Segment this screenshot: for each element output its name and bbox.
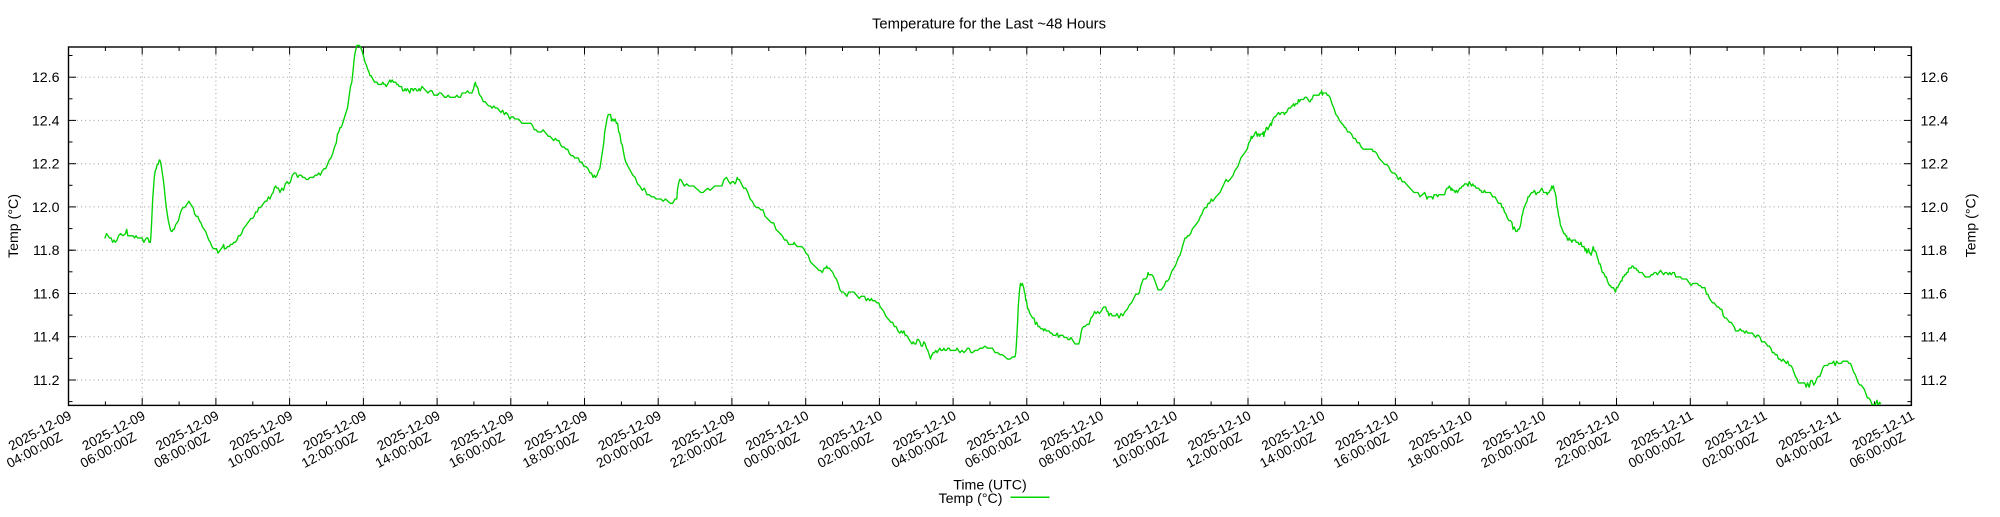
svg-text:12.2: 12.2 (1921, 157, 1949, 173)
svg-text:12.4: 12.4 (1921, 113, 1949, 129)
svg-text:11.2: 11.2 (1921, 373, 1948, 389)
svg-text:11.6: 11.6 (1921, 287, 1948, 303)
svg-text:11.8: 11.8 (1921, 243, 1948, 259)
svg-text:12.6: 12.6 (32, 70, 60, 86)
svg-text:12.0: 12.0 (1921, 200, 1949, 216)
svg-text:Temp (°C): Temp (°C) (938, 491, 1002, 507)
svg-text:12.6: 12.6 (1921, 70, 1949, 86)
svg-text:12.4: 12.4 (32, 113, 60, 129)
svg-text:12.0: 12.0 (32, 200, 60, 216)
svg-text:11.6: 11.6 (33, 287, 60, 303)
svg-text:Temperature for the Last ~48 H: Temperature for the Last ~48 Hours (872, 17, 1106, 33)
svg-text:Time (UTC): Time (UTC) (953, 478, 1027, 494)
svg-text:11.4: 11.4 (33, 330, 60, 346)
svg-text:Temp (°C): Temp (°C) (6, 194, 22, 258)
svg-text:Temp (°C): Temp (°C) (1963, 193, 1979, 257)
svg-text:11.4: 11.4 (1921, 330, 1948, 346)
svg-text:11.2: 11.2 (33, 373, 60, 389)
svg-text:12.2: 12.2 (32, 157, 60, 173)
svg-text:11.8: 11.8 (33, 243, 60, 259)
